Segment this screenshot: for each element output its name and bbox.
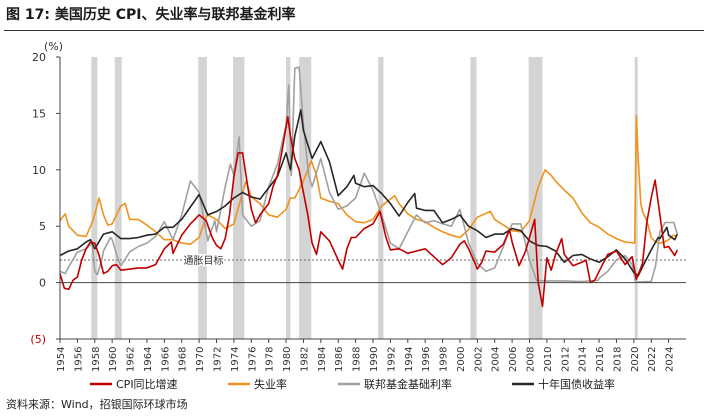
y-unit-label: (%) (44, 40, 63, 53)
x-tick-label: 1958 (91, 347, 102, 372)
x-tick-label: 1956 (73, 347, 84, 372)
x-tick-label: 1984 (317, 347, 328, 372)
x-tick-label: 2018 (612, 347, 623, 372)
axes: (%) (5) 0 5 10 15 20 1954 1956 1958 1960 1962 1964 19… (30, 40, 686, 372)
x-tick-label: 1954 (56, 347, 67, 372)
legend-label-0: CPI同比增速 (116, 377, 178, 391)
x-tick-label: 1980 (282, 347, 293, 372)
series-line-0 (59, 116, 679, 308)
x-tick-label: 1998 (439, 347, 450, 372)
x-tick-label: 2006 (508, 347, 519, 372)
legend-label-3: 十年国债收益率 (538, 377, 615, 391)
series-lines (59, 66, 679, 308)
x-tick-label: 2010 (543, 347, 554, 372)
x-tick-label: 1986 (334, 347, 345, 372)
x-tick-label: 2022 (647, 347, 658, 372)
x-tick-label: 1974 (230, 347, 241, 372)
x-tick-label: 1988 (352, 347, 363, 372)
inflation-target: 通胀目标 (60, 254, 686, 269)
legend-label-1: 失业率 (254, 377, 287, 391)
x-tick-label: 2020 (630, 347, 641, 372)
series-line-3 (59, 109, 679, 277)
x-tick-label: 1966 (160, 347, 171, 372)
x-tick-label: 2002 (473, 347, 484, 372)
recession-band (286, 57, 291, 339)
x-tick-label: 2016 (595, 347, 606, 372)
recession-band (470, 57, 477, 339)
x-tick-label: 1962 (126, 347, 137, 372)
x-tick-label: 1992 (386, 347, 397, 372)
x-tick-label: 2024 (665, 347, 676, 372)
y-tick-label: 5 (39, 220, 46, 233)
x-tick-label: 1970 (195, 347, 206, 372)
y-tick-label: 0 (39, 277, 46, 290)
legend: CPI同比增速 失业率 联邦基金基础利率 十年国债收益率 (90, 377, 615, 391)
x-tick-label: 2012 (560, 347, 571, 372)
x-tick-label: 2000 (456, 347, 467, 372)
x-tick-label: 1990 (369, 347, 380, 372)
inflation-target-label: 通胀目标 (183, 255, 223, 267)
recession-band (634, 57, 638, 339)
figure-title: 图 17: 美国历史 CPI、失业率与联邦基金利率 (6, 7, 296, 23)
x-tick-label: 1960 (108, 347, 119, 372)
legend-label-2: 联邦基金基础利率 (364, 377, 452, 391)
title-rule (4, 30, 704, 31)
recession-band (91, 57, 98, 339)
recession-band (114, 57, 122, 339)
x-tick-label: 1978 (265, 347, 276, 372)
series-line-1 (59, 114, 678, 245)
y-tick-label: 15 (32, 107, 46, 120)
y-tick-label: 10 (32, 164, 46, 177)
x-tick-label: 1972 (213, 347, 224, 372)
y-tick-label: (5) (30, 333, 46, 346)
x-tick-label: 2008 (526, 347, 537, 372)
source-note: 资料来源：Wind，招银国际环球市场 (6, 398, 188, 411)
x-tick-label: 1976 (247, 347, 258, 372)
x-tick-label: 1994 (404, 347, 415, 372)
x-tick-label: 1982 (299, 347, 310, 372)
recession-band (198, 57, 207, 339)
y-tick-label: 20 (32, 51, 46, 64)
recession-band (378, 57, 384, 339)
series-line-2 (59, 66, 679, 283)
x-tick-label: 1968 (178, 347, 189, 372)
x-tick-label: 1964 (143, 347, 154, 372)
x-tick-label: 2004 (491, 347, 502, 372)
recession-band (233, 57, 245, 339)
x-tick-label: 1996 (421, 347, 432, 372)
recession-bands (91, 57, 638, 339)
x-tick-label: 2014 (578, 347, 589, 372)
